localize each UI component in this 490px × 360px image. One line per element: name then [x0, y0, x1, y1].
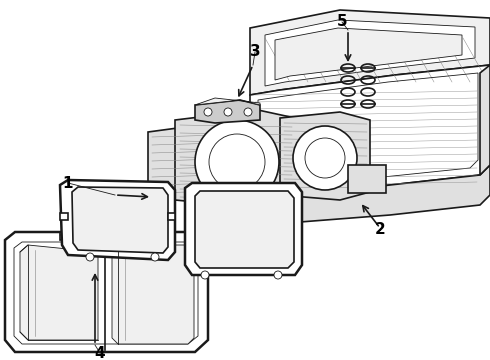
Polygon shape: [195, 98, 260, 105]
Polygon shape: [60, 213, 68, 220]
Circle shape: [293, 126, 357, 190]
Circle shape: [274, 271, 282, 279]
Bar: [348, 165, 386, 193]
Polygon shape: [250, 10, 490, 95]
Polygon shape: [265, 20, 475, 86]
Polygon shape: [168, 213, 175, 220]
Polygon shape: [185, 183, 302, 275]
Polygon shape: [280, 112, 370, 200]
Polygon shape: [275, 28, 462, 80]
Polygon shape: [112, 245, 194, 344]
Circle shape: [244, 108, 252, 116]
Circle shape: [201, 271, 209, 279]
Polygon shape: [5, 232, 208, 352]
Polygon shape: [72, 187, 168, 253]
Polygon shape: [195, 191, 294, 268]
Text: 3: 3: [250, 45, 260, 59]
Circle shape: [86, 253, 94, 261]
Circle shape: [195, 120, 279, 204]
Polygon shape: [20, 245, 98, 340]
Polygon shape: [195, 100, 260, 123]
Circle shape: [224, 108, 232, 116]
Text: 5: 5: [337, 14, 347, 30]
Polygon shape: [480, 65, 490, 175]
Polygon shape: [250, 165, 490, 228]
Circle shape: [204, 108, 212, 116]
Polygon shape: [60, 180, 175, 260]
Circle shape: [151, 253, 159, 261]
Polygon shape: [250, 65, 490, 200]
Text: 1: 1: [63, 175, 73, 190]
Text: 2: 2: [375, 222, 385, 238]
Polygon shape: [175, 110, 295, 208]
Polygon shape: [60, 232, 80, 240]
Text: 4: 4: [95, 346, 105, 360]
Polygon shape: [148, 125, 225, 200]
